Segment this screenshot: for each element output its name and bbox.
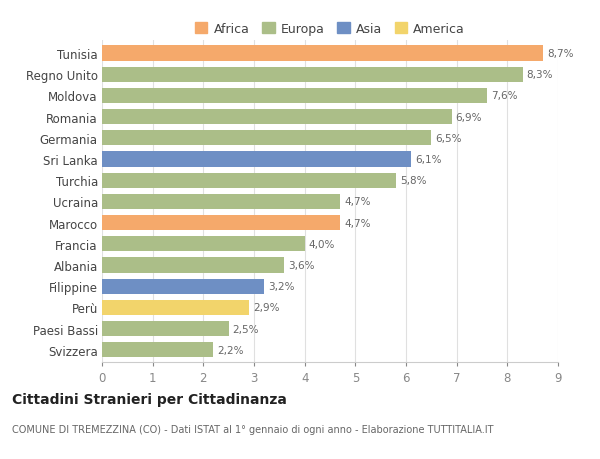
Text: 2,9%: 2,9% [253,302,280,313]
Text: Cittadini Stranieri per Cittadinanza: Cittadini Stranieri per Cittadinanza [12,392,287,406]
Bar [102,258,284,273]
Bar [102,279,264,294]
Text: 7,6%: 7,6% [491,91,518,101]
Text: 6,5%: 6,5% [436,134,462,144]
Text: 8,7%: 8,7% [547,49,574,59]
Bar [102,300,249,315]
Text: 2,5%: 2,5% [233,324,259,334]
Text: 2,2%: 2,2% [218,345,244,355]
Bar [102,215,340,231]
Bar [102,342,214,358]
Bar [102,110,452,125]
Bar [102,321,229,336]
Bar [102,46,543,62]
Text: 8,3%: 8,3% [527,70,553,80]
Bar [102,237,305,252]
Text: COMUNE DI TREMEZZINA (CO) - Dati ISTAT al 1° gennaio di ogni anno - Elaborazione: COMUNE DI TREMEZZINA (CO) - Dati ISTAT a… [12,425,493,435]
Text: 3,6%: 3,6% [289,260,315,270]
Bar [102,67,523,83]
Text: 3,2%: 3,2% [268,281,295,291]
Text: 6,9%: 6,9% [455,112,482,123]
Text: 5,8%: 5,8% [400,176,427,186]
Text: 6,1%: 6,1% [415,155,442,165]
Bar [102,152,411,167]
Bar [102,194,340,210]
Text: 4,7%: 4,7% [344,197,371,207]
Text: 4,7%: 4,7% [344,218,371,228]
Bar [102,173,396,189]
Legend: Africa, Europa, Asia, America: Africa, Europa, Asia, America [193,20,467,38]
Bar [102,131,431,146]
Bar [102,89,487,104]
Text: 4,0%: 4,0% [309,239,335,249]
